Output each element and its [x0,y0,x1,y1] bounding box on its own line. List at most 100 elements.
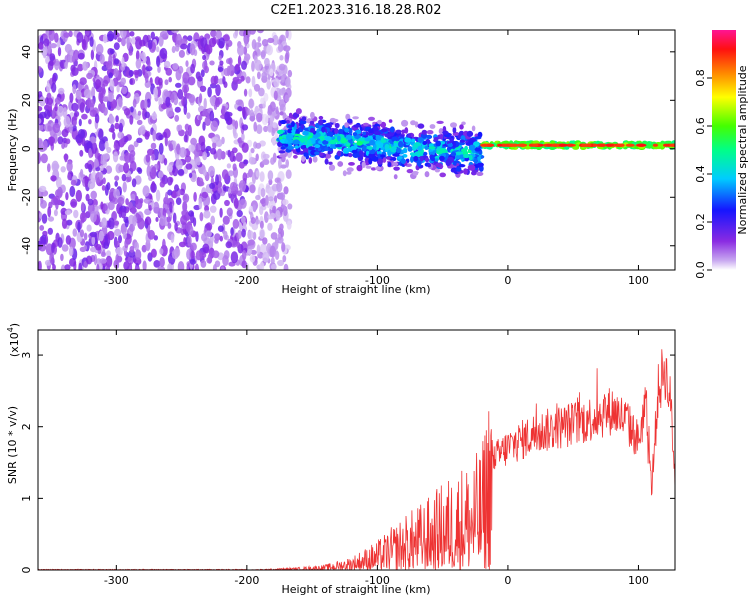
spectrogram-cell [120,208,127,219]
spectrogram-cell [81,137,86,147]
spectrogram-cell [471,125,476,132]
spectrogram-cell [47,136,56,145]
spectrogram-cell [329,139,337,145]
spectrogram-cell [237,106,243,112]
spectrogram-cell [241,142,249,153]
spectrogram-cell [147,229,155,240]
spectrogram-cell [274,250,280,260]
spectrogram-cell [402,148,408,154]
spectrogram-cell [401,129,407,134]
spectrogram-cell [105,165,113,174]
spectrogram-cell [429,124,436,129]
spectrogram-cell [424,145,429,150]
spectrogram-cell [224,111,231,122]
spectrogram-cell [165,67,173,76]
spectrogram-marks [38,30,675,270]
spectrogram-cell [230,227,234,236]
spectrogram-cell [52,122,61,134]
spectrogram-cell [99,258,107,264]
spectrogram-cell [240,216,246,224]
spectrogram-cell [159,31,168,38]
spectrogram-cell [210,120,219,132]
spectrogram-cell [439,155,445,161]
spectrogram-cell [117,37,122,43]
spectrogram-cell [269,68,274,77]
spectrogram-cell [228,57,233,66]
snr-y-scale: (x104) [6,323,21,357]
spectrogram-cell [387,161,392,167]
spectrogram-cell [226,163,232,169]
spectrogram-cell [205,44,213,55]
spectrogram-cell [461,148,467,153]
spectrogram-cell [242,106,246,118]
spectrogram-cell [244,35,248,47]
spectrogram-cell [249,115,256,122]
spectrogram-cell [94,158,99,168]
spectrogram-cell [79,211,87,223]
spectrogram-cell [342,170,347,177]
spectrogram-cell [249,184,256,194]
spectrogram-x-label: Height of straight line (km) [281,283,430,296]
spectrogram-cell [47,216,55,222]
spectrogram-cell [129,245,135,253]
spectrogram-cell [428,146,436,150]
spectrogram-cell [108,217,115,230]
spectrogram-cell [210,215,215,225]
spectrogram-cell [259,171,265,183]
spectrogram-cell [236,190,243,197]
spectrogram-cell [219,235,223,242]
spectrogram-cell [410,156,414,163]
spectrogram-cell [187,76,196,86]
snr-series-line [38,349,675,570]
spectrogram-cell [270,157,275,165]
spectrogram-cell [384,143,390,150]
spectrogram-cell [245,76,251,84]
spectrogram-cell [215,97,220,108]
spectrogram-cell [58,87,65,95]
colorbar-tick-label: 0.6 [694,117,707,135]
spectrogram-cell [140,51,146,61]
spectrogram-cell [118,234,122,244]
snr-x-ticks: -300 -200 -100 0 100 [104,330,649,587]
spectrogram-cell [69,185,76,198]
spectrogram-cell [90,171,98,184]
spectrogram-cell [177,124,183,131]
spectrogram-cell [309,120,315,125]
spectrogram-cell [107,230,115,241]
spectrogram-cell [210,30,217,38]
spectrogram-cell [228,187,232,194]
spectrogram-cell [61,129,69,138]
spectrogram-cell [47,227,53,235]
spectrogram-cell [38,243,47,252]
spectrogram-cell [65,192,69,201]
spectrogram-cell [241,124,249,131]
spectrogram-cell [364,137,371,142]
spectrogram-cell [236,210,243,218]
spectrogram-cell [239,198,247,209]
spectrogram-cell [447,143,453,148]
spectrogram-cell [375,166,382,171]
spectrogram-cell [476,162,484,167]
spectrogram-cell [200,141,206,153]
spectrogram-cell [219,207,223,218]
spectrogram-cell [72,228,78,237]
spectrogram-cell [206,222,213,231]
spectrogram-cell [198,197,203,210]
spectrogram-cell [54,32,59,43]
spectrogram-cell [268,178,273,186]
spectrogram-cell [230,251,239,264]
spectrogram-cell [477,131,483,138]
spectrogram-cell [80,201,85,212]
spectrogram-cell [225,241,233,249]
spectrogram-cell [328,147,333,152]
spectrogram-cell [71,102,79,112]
spectrogram-cell [83,232,88,241]
spectrogram-cell [442,130,449,135]
spectrogram-cell [308,157,313,164]
spectrogram-cell [175,82,182,88]
spectrogram-cell [273,78,280,88]
spectrogram-cell [64,264,71,270]
spectrogram-cell [69,123,73,134]
spectrogram-cell [57,46,62,57]
spectrogram-cell [407,133,412,138]
